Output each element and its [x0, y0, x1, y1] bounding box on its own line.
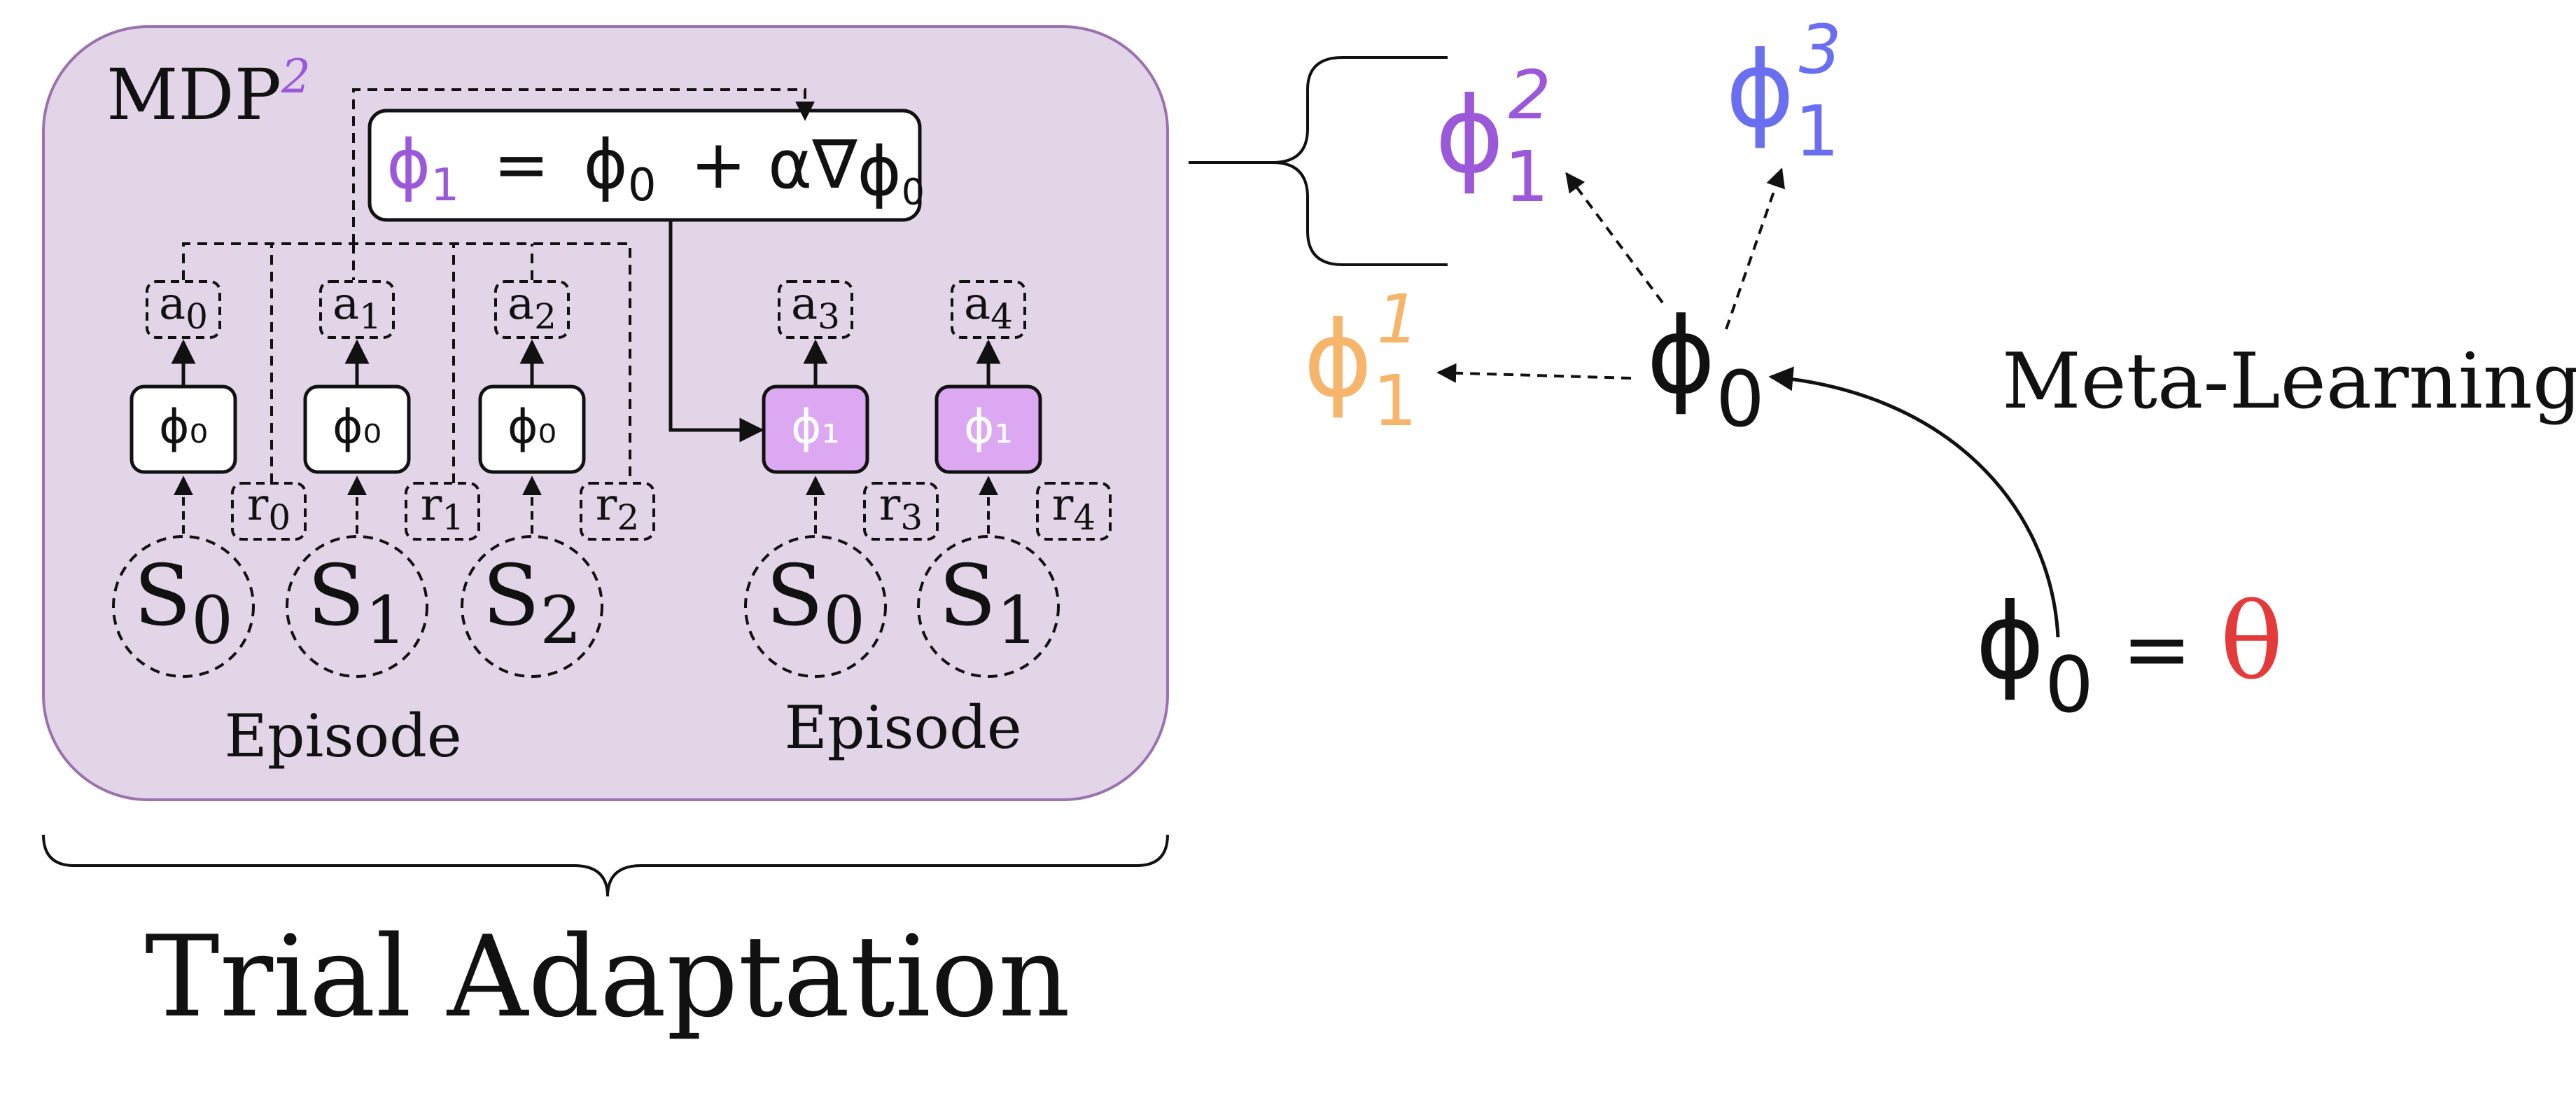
episode1-reward-label-2: r2: [596, 479, 639, 538]
phi1-task3: ϕ13: [1726, 11, 1842, 172]
episode2-reward-label-1: r4: [1052, 479, 1096, 538]
episode1-action-label-1: a1: [332, 278, 382, 337]
episode1-state-label-2: S2: [482, 548, 582, 659]
episode1-action-box-1: [319, 280, 395, 339]
mdp-label: MDP2: [106, 50, 311, 136]
episode1-reward-box-1: [405, 482, 480, 541]
arrow-to-task1: [1436, 363, 1632, 383]
episode2-state-label-0: S0: [766, 548, 865, 659]
trial-adaptation-brace: [42, 834, 1169, 897]
phi0-center: ϕ0: [1646, 296, 1765, 444]
episode1-reward-box-0: [231, 482, 307, 541]
episode2-action-box-1: [951, 280, 1026, 339]
episode2-policy-label-0: ϕ₁: [791, 400, 840, 454]
episode2-action-label-0: a3: [791, 278, 840, 337]
episode2-action-box-0: [778, 280, 853, 339]
episode1-reward-label-1: r1: [421, 479, 464, 538]
update-rule: ϕ1 = ϕ0 + α∇ϕ0: [386, 125, 925, 216]
update-rule-box: [368, 109, 922, 222]
episode2-state-0: [744, 535, 887, 678]
arrow-to-task2: [1565, 172, 1664, 304]
episode1-action-box-0: [146, 280, 221, 339]
phi1-task2: ϕ12: [1435, 56, 1551, 218]
episode1-state-2: [461, 535, 603, 678]
episode2-reward-box-0: [863, 482, 939, 541]
episode-2-label: Episode: [784, 693, 1021, 762]
feedback-dashed-top: [352, 88, 815, 244]
episode2-reward-label-0: r3: [879, 479, 923, 538]
episode1-action-box-2: [494, 280, 570, 339]
phi1-task1: ϕ11: [1303, 280, 1420, 442]
episode-1: S0 ϕ₀ a0 r0 S1 ϕ₀ a1 r1 S2 ϕ₀ a2 r2: [112, 278, 655, 678]
episode1-state-1: [286, 535, 428, 678]
trial-adaptation-label: Trial Adaptation: [145, 911, 1070, 1042]
feedback-dashed-bus: [182, 242, 631, 483]
phi0-init: ϕ0 = θ: [1975, 581, 2283, 730]
episode1-state-label-0: S0: [134, 548, 233, 659]
episode1-reward-label-0: r0: [247, 479, 290, 538]
episode1-policy-label-1: ϕ₀: [332, 400, 382, 454]
episode1-reward-box-2: [580, 482, 655, 541]
episode2-reward-box-1: [1036, 482, 1112, 541]
update-to-policy-arrow: [668, 220, 764, 443]
episode1-policy-label-2: ϕ₀: [507, 400, 556, 454]
episode2-action-label-1: a4: [964, 278, 1013, 337]
episode2-policy-label-1: ϕ₁: [964, 400, 1013, 454]
episode1-action-label-2: a2: [507, 278, 556, 337]
episode1-action-label-0: a0: [159, 278, 208, 337]
meta-update-arrow: [1768, 366, 2060, 638]
episode1-policy-label-0: ϕ₀: [159, 400, 208, 454]
episode1-state-label-1: S1: [307, 548, 407, 659]
arrow-to-task3: [1725, 167, 1785, 330]
task-brace: [1189, 56, 1448, 266]
episode1-state-0: [112, 535, 255, 678]
episode-1-label: Episode: [224, 702, 461, 770]
episode2-state-label-1: S1: [939, 548, 1038, 659]
episode2-state-1: [917, 535, 1060, 678]
episode-2: S0 ϕ₁ a3 r3 S1 ϕ₁ a4 r4: [744, 278, 1112, 678]
meta-learning-label: Meta-Learning: [2002, 336, 2576, 426]
